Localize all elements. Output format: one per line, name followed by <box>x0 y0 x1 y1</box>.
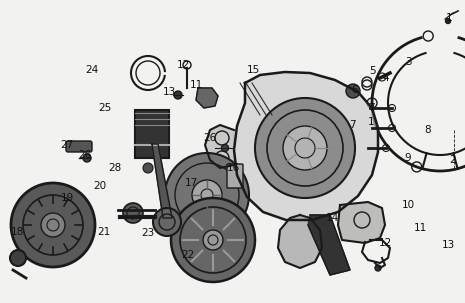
Text: 18: 18 <box>10 227 24 237</box>
Circle shape <box>83 154 91 162</box>
Circle shape <box>255 98 355 198</box>
Text: 19: 19 <box>60 193 73 203</box>
Circle shape <box>346 84 360 98</box>
Bar <box>135 110 169 158</box>
Circle shape <box>41 213 65 237</box>
Text: 27: 27 <box>60 140 73 150</box>
Text: 3: 3 <box>405 57 412 67</box>
Text: 1: 1 <box>445 13 452 23</box>
Circle shape <box>123 203 143 223</box>
Polygon shape <box>278 215 322 268</box>
Text: 11: 11 <box>413 223 426 233</box>
Text: 26: 26 <box>79 150 92 160</box>
Text: 5: 5 <box>370 66 376 76</box>
Circle shape <box>10 250 26 266</box>
Text: 23: 23 <box>141 228 155 238</box>
Text: 25: 25 <box>99 103 112 113</box>
Text: 11: 11 <box>189 80 203 90</box>
Circle shape <box>221 145 228 152</box>
Text: 24: 24 <box>86 65 99 75</box>
Circle shape <box>283 126 327 170</box>
Circle shape <box>11 183 95 267</box>
Polygon shape <box>196 88 218 108</box>
Polygon shape <box>308 215 350 275</box>
Circle shape <box>153 208 181 236</box>
FancyBboxPatch shape <box>227 164 243 188</box>
Polygon shape <box>152 144 172 218</box>
Text: 15: 15 <box>246 65 259 75</box>
Text: 20: 20 <box>93 181 106 191</box>
Text: 22: 22 <box>181 250 195 260</box>
Text: 9: 9 <box>405 153 412 163</box>
Polygon shape <box>234 72 378 220</box>
Text: 6: 6 <box>352 85 359 95</box>
Circle shape <box>165 153 249 237</box>
Text: 7: 7 <box>368 103 374 113</box>
Circle shape <box>192 180 222 210</box>
Text: 26: 26 <box>203 133 217 143</box>
Text: 1: 1 <box>368 117 374 127</box>
Text: 12: 12 <box>176 60 190 70</box>
Text: 14: 14 <box>326 213 339 223</box>
Circle shape <box>445 18 451 24</box>
Text: 13: 13 <box>162 87 176 97</box>
Text: 16: 16 <box>226 163 239 173</box>
Polygon shape <box>205 125 234 168</box>
Text: 10: 10 <box>401 200 415 210</box>
Text: 8: 8 <box>425 125 432 135</box>
FancyBboxPatch shape <box>66 141 92 152</box>
Circle shape <box>143 163 153 173</box>
Polygon shape <box>338 202 385 243</box>
Text: 28: 28 <box>108 163 122 173</box>
Text: 13: 13 <box>441 240 455 250</box>
Text: 4: 4 <box>383 73 389 83</box>
Circle shape <box>174 91 182 99</box>
Circle shape <box>375 265 381 271</box>
Circle shape <box>203 230 223 250</box>
Text: 7: 7 <box>349 120 355 130</box>
Text: 12: 12 <box>379 238 392 248</box>
Text: 2: 2 <box>450 155 456 165</box>
Text: 17: 17 <box>185 178 198 188</box>
Circle shape <box>171 198 255 282</box>
Text: 21: 21 <box>97 227 111 237</box>
